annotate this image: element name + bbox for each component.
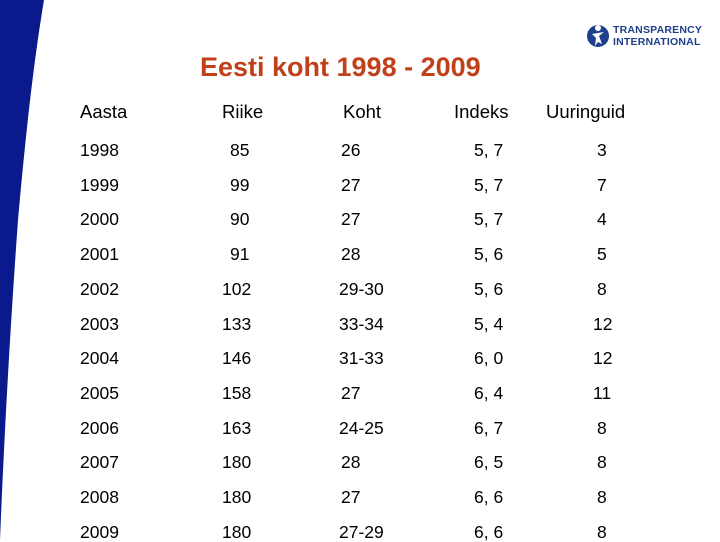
cell-rank: 24-25: [339, 417, 384, 438]
cell-index: 6, 5: [474, 452, 504, 473]
cell-surveys: 5: [597, 244, 607, 265]
header-surveys: Uuringuid: [546, 101, 626, 122]
cell-year: 1999: [80, 174, 119, 195]
cell-rank: 27: [341, 209, 361, 230]
cell-surveys: 12: [593, 348, 613, 369]
cell-index: 5, 7: [474, 209, 504, 230]
cell-year: 2008: [80, 487, 119, 507]
cell-countries: 133: [222, 313, 252, 334]
header-index: Indeks: [454, 101, 509, 122]
cell-surveys: 8: [597, 452, 607, 473]
cell-countries: 91: [230, 244, 250, 265]
cell-surveys: 12: [593, 313, 613, 334]
cell-year: 2005: [80, 382, 119, 403]
cell-countries: 85: [230, 140, 250, 160]
header-year: Aasta: [80, 101, 128, 122]
cell-countries: 146: [222, 348, 252, 369]
cell-rank: 27: [341, 174, 361, 195]
cell-surveys: 8: [597, 278, 607, 299]
cell-rank: 33-34: [339, 313, 384, 334]
cell-countries: 158: [222, 382, 252, 403]
cell-rank: 28: [341, 452, 361, 473]
cell-index: 5, 4: [474, 313, 504, 334]
page-title: Eesti koht 1998 - 2009: [200, 52, 481, 82]
cell-index: 6, 6: [474, 487, 504, 507]
cell-rank: 27: [341, 382, 361, 403]
transparency-international-logo: TRANSPARENCY INTERNATIONAL: [586, 22, 706, 52]
logo-line-2: INTERNATIONAL: [613, 36, 701, 48]
cell-index: 5, 6: [474, 278, 504, 299]
cell-year: 2007: [80, 452, 119, 473]
cell-countries: 163: [222, 417, 252, 438]
cell-surveys: 11: [593, 382, 612, 403]
cell-index: 6, 0: [474, 348, 504, 369]
cell-index: 6, 7: [474, 417, 504, 438]
cell-year: 2006: [80, 417, 119, 438]
cell-year: 2001: [80, 244, 119, 265]
cell-surveys: 3: [597, 140, 607, 160]
cell-rank: 27-29: [339, 521, 384, 542]
cell-year: 2009: [80, 521, 119, 542]
cell-year: 1998: [80, 140, 119, 160]
blue-side-stripe: [0, 0, 44, 540]
cell-surveys: 8: [597, 521, 607, 542]
cell-rank: 26: [341, 140, 361, 160]
header-countries: Riike: [222, 101, 264, 122]
cell-index: 6, 6: [474, 521, 504, 542]
cell-surveys: 7: [597, 174, 607, 195]
cell-index: 6, 4: [474, 382, 504, 403]
cell-countries: 180: [222, 521, 252, 542]
cell-rank: 27: [341, 487, 361, 507]
cell-year: 2000: [80, 209, 119, 230]
globe-figure-icon: [587, 25, 609, 47]
cell-countries: 102: [222, 278, 252, 299]
cell-rank: 29-30: [339, 278, 384, 299]
cell-countries: 99: [230, 174, 250, 195]
cell-countries: 90: [230, 209, 250, 230]
cell-rank: 31-33: [339, 348, 384, 369]
cell-index: 5, 7: [474, 140, 504, 160]
header-rank: Koht: [343, 101, 382, 122]
cell-countries: 180: [222, 452, 252, 473]
cell-surveys: 8: [597, 417, 607, 438]
cell-surveys: 4: [597, 209, 607, 230]
cell-countries: 180: [222, 487, 252, 507]
cell-index: 5, 6: [474, 244, 504, 265]
cell-year: 2004: [80, 348, 119, 369]
cell-year: 2002: [80, 278, 119, 299]
cell-year: 2003: [80, 313, 119, 334]
cell-index: 5, 7: [474, 174, 504, 195]
cell-surveys: 8: [597, 487, 607, 507]
logo-line-1: TRANSPARENCY: [613, 24, 703, 36]
cell-rank: 28: [341, 244, 361, 265]
